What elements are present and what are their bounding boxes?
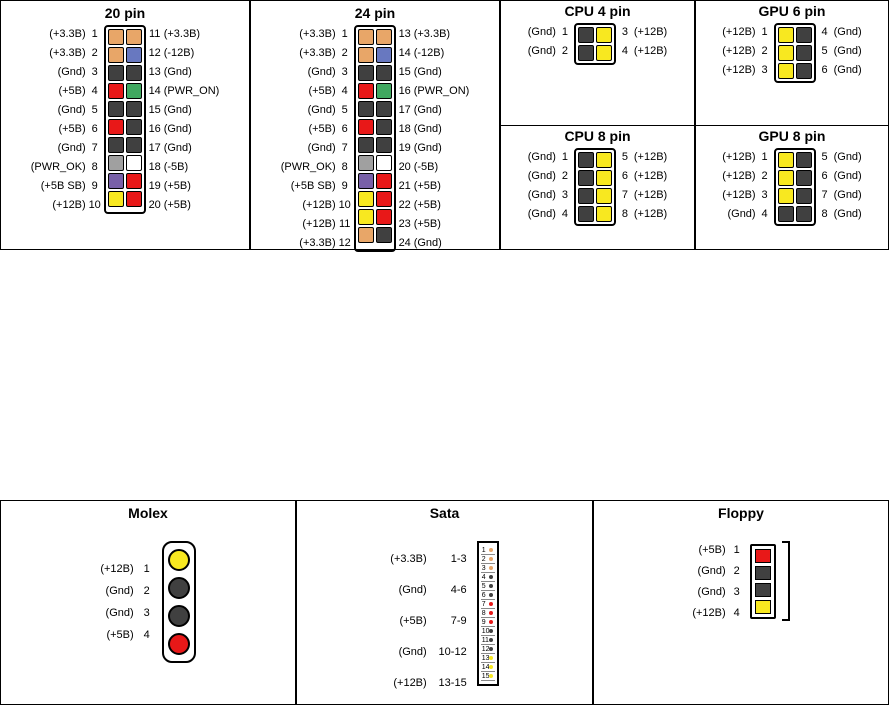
molex-connector: (+12B)1(Gnd)2(Gnd)3(+5B)4 xyxy=(5,541,291,663)
gpu8-title: GPU 8 pin xyxy=(700,128,884,144)
peripheral-grid: Molex (+12B)1(Gnd)2(Gnd)3(+5B)4 Sata (+3… xyxy=(0,500,889,705)
sata-cell: Sata (+3.3B)1-3(Gnd)4-6(+5B)7-9(Gnd)10-1… xyxy=(296,500,593,705)
cpu-cell: CPU 4 pin (Gnd)(Gnd)1234(+12B)(+12B) CPU… xyxy=(500,0,695,250)
atx24-cell: 24 pin (+3.3B)(+3.3B)(Gnd)(+5B)(Gnd)(+5B… xyxy=(250,0,500,250)
cpu8-connector: (Gnd)(Gnd)(Gnd)(Gnd)12345678(+12B)(+12B)… xyxy=(505,148,690,226)
gpu6-title: GPU 6 pin xyxy=(700,3,884,19)
atx20-cell: 20 pin (+3.3B)(+3.3B)(Gnd)(+5B)(Gnd)(+5B… xyxy=(0,0,250,250)
gpu6-connector: (+12B)(+12B)(+12B)123456(Gnd)(Gnd)(Gnd) xyxy=(700,23,884,83)
floppy-cell: Floppy (+5B)1(Gnd)2(Gnd)3(+12B)4 xyxy=(593,500,889,705)
floppy-connector: (+5B)1(Gnd)2(Gnd)3(+12B)4 xyxy=(598,541,884,621)
atx24-title: 24 pin xyxy=(255,5,495,21)
sata-title: Sata xyxy=(301,505,588,521)
gpu8-connector: (+12B)(+12B)(+12B)(Gnd)12345678(Gnd)(Gnd… xyxy=(700,148,884,226)
atx24-connector: (+3.3B)(+3.3B)(Gnd)(+5B)(Gnd)(+5B)(Gnd)(… xyxy=(255,25,495,252)
cpu4-title: CPU 4 pin xyxy=(505,3,690,19)
atx20-title: 20 pin xyxy=(5,5,245,21)
atx20-connector: (+3.3B)(+3.3B)(Gnd)(+5B)(Gnd)(+5B)(Gnd)(… xyxy=(5,25,245,214)
sata-connector: (+3.3B)1-3(Gnd)4-6(+5B)7-9(Gnd)10-12(+12… xyxy=(301,541,588,700)
gpu-cell: GPU 6 pin (+12B)(+12B)(+12B)123456(Gnd)(… xyxy=(695,0,889,250)
connector-grid: 20 pin (+3.3B)(+3.3B)(Gnd)(+5B)(Gnd)(+5B… xyxy=(0,0,889,500)
molex-title: Molex xyxy=(5,505,291,521)
molex-cell: Molex (+12B)1(Gnd)2(Gnd)3(+5B)4 xyxy=(0,500,296,705)
cpu4-connector: (Gnd)(Gnd)1234(+12B)(+12B) xyxy=(505,23,690,65)
cpu8-title: CPU 8 pin xyxy=(505,128,690,144)
floppy-title: Floppy xyxy=(598,505,884,521)
